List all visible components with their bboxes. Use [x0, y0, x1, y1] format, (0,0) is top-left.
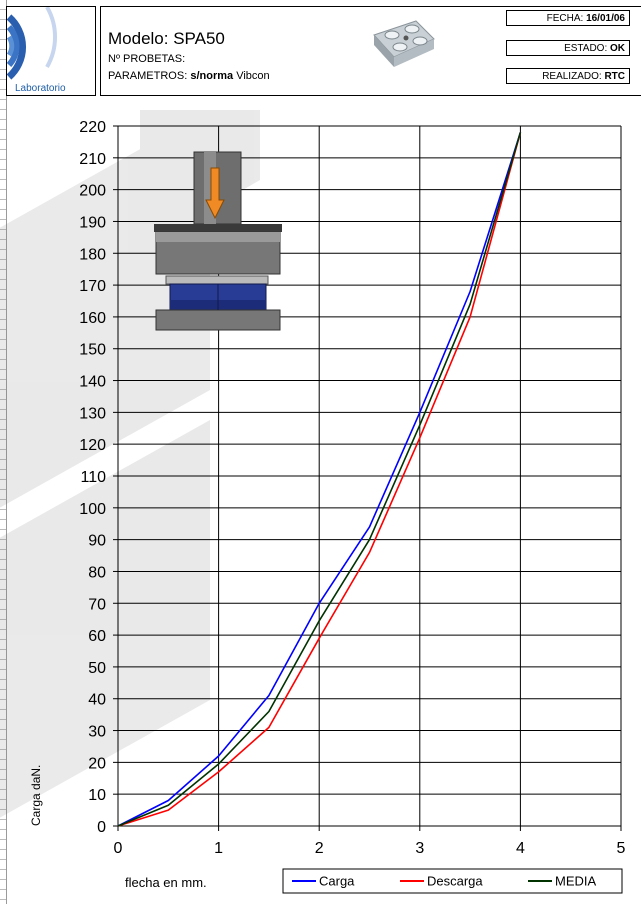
y-tick-label: 90 [88, 533, 106, 550]
y-tick-label: 210 [79, 151, 106, 168]
left-ruler [0, 0, 6, 904]
x-tick-label: 5 [617, 840, 626, 857]
fecha-tag: FECHA: 16/01/06 [506, 10, 630, 26]
y-tick-label: 190 [79, 214, 106, 231]
parametros-label: PARAMETROS: [108, 70, 188, 82]
series-line-carga [117, 132, 522, 827]
series-line-media [117, 132, 522, 827]
info-panel: Modelo: SPA50 Nº PROBETAS: PARAMETROS: s… [100, 6, 641, 96]
legend-label-media: MEDIA [555, 874, 597, 889]
load-deflection-chart: 0102030405060708090100110120130140150160… [0, 110, 626, 894]
legend-label-descarga: Descarga [427, 874, 483, 889]
x-tick-label: 3 [415, 840, 424, 857]
y-tick-label: 20 [88, 755, 106, 772]
y-tick-labels: 0 10 20 30 40 50 60 70 80 90 100 110 120 130 140 150 160… [79, 119, 106, 836]
x-tick-label: 4 [516, 840, 525, 857]
probetas-label: Nº PROBETAS: [108, 53, 186, 65]
y-tick-label: 120 [79, 437, 106, 454]
y-tick-label: 160 [79, 310, 106, 327]
chart-area: 0 10 20 30 40 50 60 70 80 90 100 110 120 130 140 150 160… [0, 100, 641, 904]
product-photo [366, 13, 438, 75]
parametros-rest: Vibcon [236, 70, 270, 82]
y-tick-label: 0 [97, 819, 106, 836]
y-tick-label: 100 [79, 501, 106, 518]
report-header: Laboratorio Modelo: SPA50 Nº PROBETAS: P… [6, 6, 641, 96]
y-tick-label: 30 [88, 724, 106, 741]
logo-label: Laboratorio [15, 83, 66, 94]
series-lines [117, 132, 522, 827]
x-tick-labels: 0 1 2 3 4 5 [114, 840, 626, 857]
press-illustration [154, 151, 282, 331]
x-tick-label: 0 [114, 840, 123, 857]
estado-label: ESTADO: [564, 43, 608, 54]
watermark-logo [0, 110, 260, 818]
estado-value: OK [610, 43, 625, 54]
parametros-norma: s/norma [190, 70, 234, 82]
y-tick-label: 200 [79, 183, 106, 200]
lab-logo: Laboratorio [6, 6, 96, 96]
x-axis-label: flecha en mm. [125, 875, 207, 890]
y-tick-label: 40 [88, 692, 106, 709]
y-tick-label: 10 [88, 787, 106, 804]
y-tick-label: 140 [79, 374, 106, 391]
realizado-value: RTC [604, 71, 625, 82]
y-tick-label: 80 [88, 564, 106, 581]
y-tick-label: 70 [88, 596, 106, 613]
y-tick-label: 60 [88, 628, 106, 645]
legend: Carga Descarga MEDIA [282, 868, 623, 894]
y-tick-label: 170 [79, 278, 106, 295]
estado-tag: ESTADO: OK [506, 40, 630, 56]
x-tick-label: 2 [315, 840, 324, 857]
fecha-value: 16/01/06 [586, 13, 625, 24]
series-line-descarga [117, 132, 522, 827]
legend-label-carga: Carga [319, 874, 355, 889]
y-tick-label: 130 [79, 405, 106, 422]
fecha-label: FECHA: [546, 13, 584, 24]
realizado-label: REALIZADO: [542, 71, 602, 82]
y-tick-label: 50 [88, 660, 106, 677]
y-tick-label: 150 [79, 342, 106, 359]
realizado-tag: REALIZADO: RTC [506, 68, 630, 84]
y-axis-label: Carga daN. [29, 765, 43, 826]
y-tick-label: 110 [80, 469, 106, 486]
signal-waves-icon [7, 7, 58, 80]
y-tick-label: 220 [79, 119, 106, 136]
y-tick-label: 180 [79, 246, 106, 263]
parametros-line: PARAMETROS: s/norma Vibcon [108, 70, 270, 82]
model-title: Modelo: SPA50 [108, 29, 225, 48]
x-tick-label: 1 [214, 840, 223, 857]
